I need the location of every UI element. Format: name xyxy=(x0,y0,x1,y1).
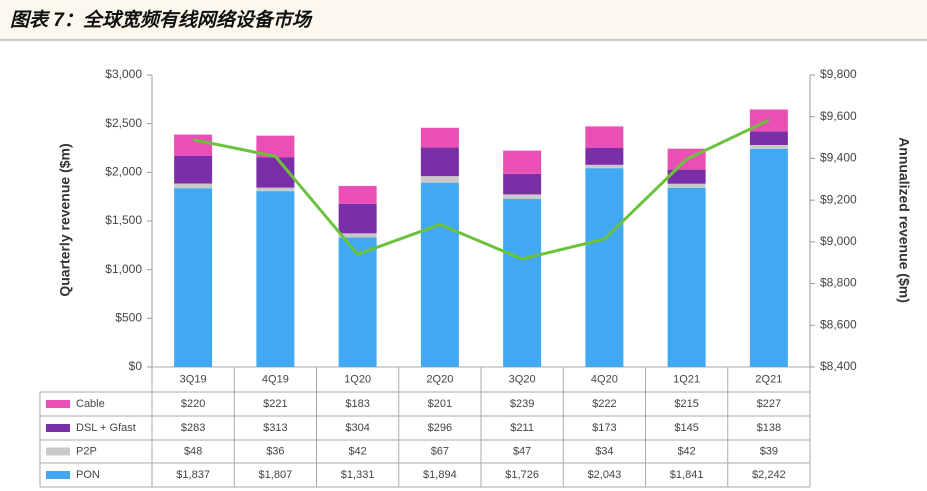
table-cell: $34 xyxy=(595,445,613,457)
legend-label: DSL + Gfast xyxy=(76,422,136,434)
table-cell: $1,726 xyxy=(505,469,539,481)
bar-segment xyxy=(174,183,213,189)
bar-segment xyxy=(420,176,459,183)
table-cell: $47 xyxy=(513,445,531,457)
x-tick-label: 3Q20 xyxy=(509,373,536,385)
table-cell: $36 xyxy=(266,445,284,457)
bar-segment xyxy=(749,148,788,367)
bar-segment xyxy=(749,144,788,149)
y-tick-label: $500 xyxy=(115,311,142,325)
table-cell: $1,807 xyxy=(259,469,293,481)
legend-swatch xyxy=(46,471,70,479)
bar-segment xyxy=(338,237,377,367)
table-cell: $2,043 xyxy=(588,469,622,481)
table-cell: $220 xyxy=(181,398,205,410)
bar-segment xyxy=(420,127,459,148)
bar-segment xyxy=(174,134,213,156)
table-cell: $239 xyxy=(510,398,534,410)
bar-segment xyxy=(503,194,542,200)
table-cell: $42 xyxy=(348,445,366,457)
y2-tick-label: $9,200 xyxy=(820,192,857,206)
legend-swatch xyxy=(46,400,70,408)
table-cell: $211 xyxy=(510,422,534,434)
bar-segment xyxy=(503,173,542,195)
bar-segment xyxy=(667,187,706,367)
bar-segment xyxy=(749,131,788,145)
bar-segment xyxy=(503,199,542,367)
table-cell: $1,894 xyxy=(423,469,457,481)
bar-segment xyxy=(585,164,624,169)
y-tick-label: $1,000 xyxy=(105,262,142,276)
table-cell: $183 xyxy=(345,398,369,410)
title-band xyxy=(0,0,927,40)
bar-segment xyxy=(338,185,377,204)
table-cell: $222 xyxy=(592,398,616,410)
table-cell: $201 xyxy=(428,398,452,410)
bar-segment xyxy=(667,183,706,188)
x-tick-label: 1Q21 xyxy=(673,373,700,385)
y2-tick-label: $9,400 xyxy=(820,151,857,165)
bar-segment xyxy=(585,148,624,165)
table-cell: $1,331 xyxy=(341,469,375,481)
table-cell: $227 xyxy=(757,398,781,410)
table-cell: $2,242 xyxy=(752,469,786,481)
legend-label: P2P xyxy=(76,445,97,457)
y2-tick-label: $8,800 xyxy=(820,276,857,290)
x-tick-label: 4Q20 xyxy=(591,373,618,385)
bar-segment xyxy=(585,126,624,148)
bar-segment xyxy=(585,168,624,367)
table-cell: $42 xyxy=(677,445,695,457)
y-tick-label: $2,000 xyxy=(105,165,142,179)
table-cell: $313 xyxy=(263,422,287,434)
y-tick-label: $0 xyxy=(129,359,143,373)
bar-segment xyxy=(256,191,295,367)
y-tick-label: $1,500 xyxy=(105,213,142,227)
y-tick-label: $2,500 xyxy=(105,116,142,130)
bar-segment xyxy=(420,147,459,177)
page-title: 图表 7：全球宽频有线网络设备市场 xyxy=(10,9,313,31)
table-cell: $283 xyxy=(181,422,205,434)
line-series xyxy=(192,118,770,261)
y2-tick-label: $9,000 xyxy=(820,234,857,248)
table-cell: $296 xyxy=(428,422,452,434)
x-tick-label: 3Q19 xyxy=(180,373,207,385)
legend-label: PON xyxy=(76,469,100,481)
table-cell: $48 xyxy=(184,445,202,457)
y2-axis-title: Annualized revenue ($m) xyxy=(896,137,912,303)
y2-tick-label: $9,600 xyxy=(820,109,857,123)
y-axis-title: Quarterly revenue ($m) xyxy=(57,143,73,296)
legend-swatch xyxy=(46,424,70,432)
bar-segment xyxy=(338,233,377,238)
bar-segment xyxy=(420,182,459,367)
table-cell: $39 xyxy=(760,445,778,457)
legend-label: Cable xyxy=(76,398,105,410)
table-cell: $138 xyxy=(757,422,781,434)
x-tick-label: 2Q20 xyxy=(426,373,453,385)
bar-segment xyxy=(174,155,213,184)
bar-segment xyxy=(174,188,213,367)
table-cell: $1,841 xyxy=(670,469,704,481)
table-cell: $304 xyxy=(345,422,369,434)
table-cell: $145 xyxy=(674,422,698,434)
table-cell: $173 xyxy=(592,422,616,434)
y2-tick-label: $8,400 xyxy=(820,359,857,373)
y2-tick-label: $8,600 xyxy=(820,317,857,331)
table-cell: $215 xyxy=(674,398,698,410)
x-tick-label: 2Q21 xyxy=(755,373,782,385)
legend-swatch xyxy=(46,447,70,456)
bar-segment xyxy=(503,150,542,174)
bar-segment xyxy=(256,135,295,158)
table-cell: $221 xyxy=(263,398,287,410)
x-tick-label: 4Q19 xyxy=(262,373,289,385)
table-cell: $1,837 xyxy=(176,469,210,481)
bar-segment xyxy=(338,203,377,234)
y-tick-label: $3,000 xyxy=(105,67,142,81)
table-cell: $67 xyxy=(431,445,449,457)
x-tick-label: 1Q20 xyxy=(344,373,371,385)
bar-segment xyxy=(256,187,295,192)
bar-segment xyxy=(667,169,706,184)
y2-tick-label: $9,800 xyxy=(820,67,857,81)
